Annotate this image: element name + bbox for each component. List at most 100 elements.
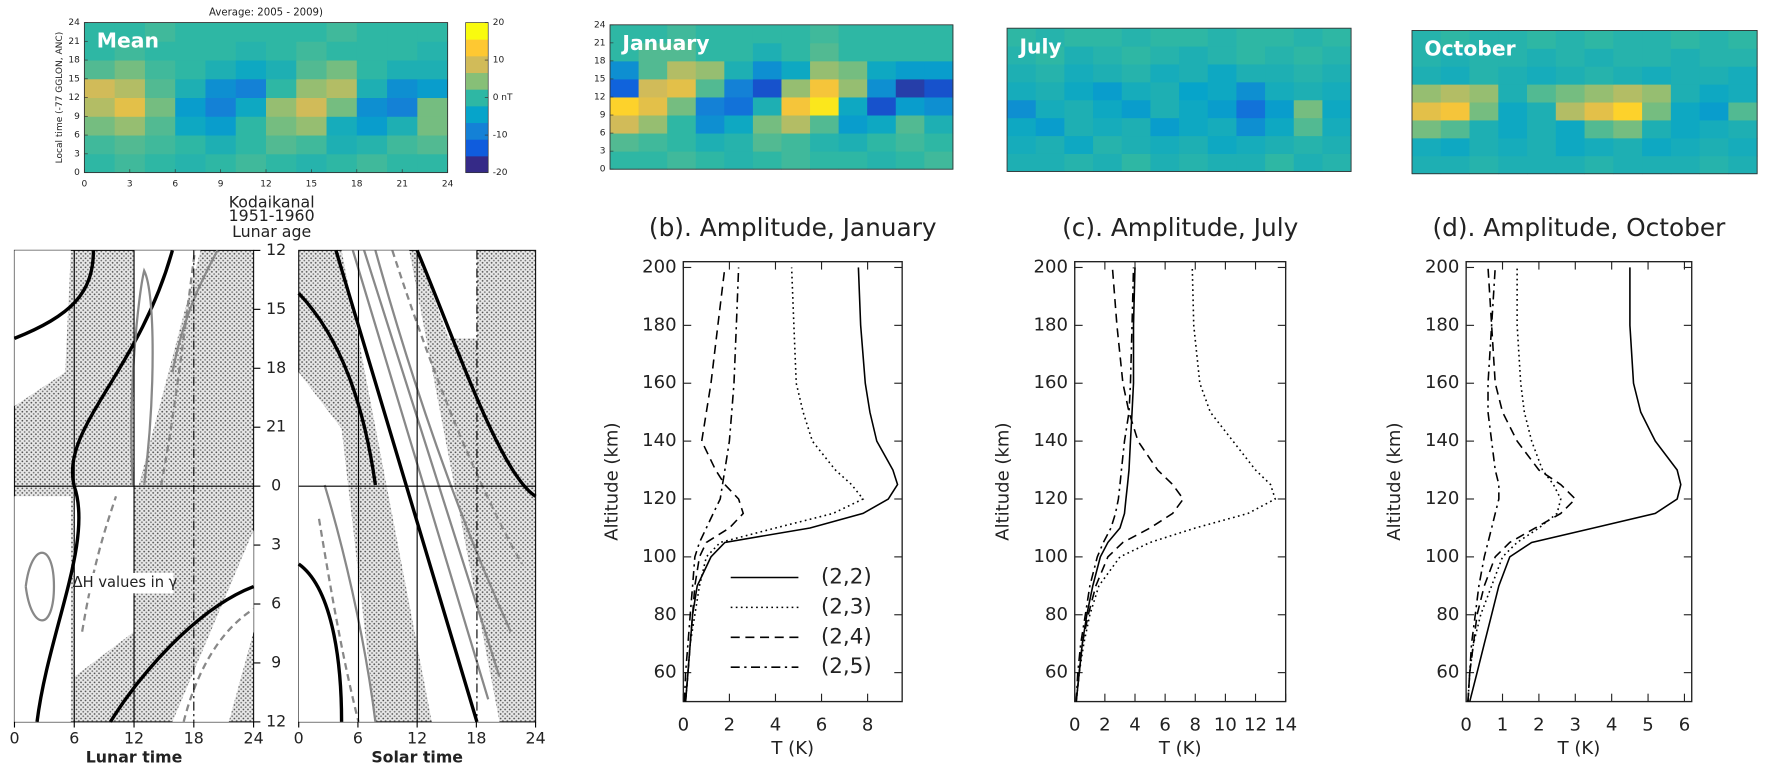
heat-cell (1699, 48, 1729, 67)
heat-cell (1613, 48, 1643, 67)
heat-cell (1527, 155, 1557, 175)
colorbar-swatch (465, 72, 489, 90)
heat-cell (417, 135, 449, 155)
y-tick-label: 180 (1425, 314, 1459, 335)
heat-cell (1293, 135, 1323, 154)
y-tick-label: 160 (1034, 372, 1068, 393)
heat-cell (114, 41, 146, 61)
contour (81, 250, 255, 723)
y-tick-label: 60 (654, 662, 677, 683)
heat-cell (1613, 155, 1643, 175)
heat-cell (84, 22, 116, 42)
y-axis-label: Altitude (km) (993, 422, 1014, 540)
heat-cell (610, 42, 640, 62)
x-tick-label: 24 (442, 179, 454, 189)
y-tick-label: 120 (1425, 488, 1459, 509)
heat-cell (356, 97, 388, 117)
y-tick-label: 100 (642, 546, 676, 567)
heat-cell (924, 60, 954, 80)
heat-cell (1555, 102, 1586, 121)
heat-cell (326, 135, 358, 155)
heat-cell (1179, 153, 1209, 172)
heat-cell (326, 153, 358, 174)
heat-cell (667, 42, 697, 62)
heat-cell (1322, 99, 1352, 119)
heat-cell (781, 42, 811, 62)
heat-cell (610, 97, 640, 116)
heat-cell (1584, 48, 1614, 67)
heat-cell (1293, 28, 1323, 47)
heat-cell (1179, 135, 1209, 154)
heat-cell (266, 97, 297, 117)
heat-cell (838, 97, 868, 116)
heat-cell (1322, 28, 1352, 47)
heat-cell (1670, 30, 1701, 49)
y-tick-label: 60 (1045, 662, 1068, 683)
colorbar-tick-label: -10 (493, 131, 508, 141)
heat-cell (1064, 28, 1094, 47)
plot-frame (1074, 261, 1287, 703)
heat-cell (1584, 119, 1614, 139)
x-tick-label: 10 (1214, 714, 1237, 735)
heat-cell (1236, 99, 1266, 119)
heat-cell (1265, 64, 1295, 83)
heat-cell (1322, 64, 1352, 83)
heat-cell (1584, 30, 1614, 49)
heat-cell (638, 78, 668, 98)
x-tick-label: 18 (184, 728, 204, 747)
heat-cell (1498, 137, 1528, 157)
heat-cell (1150, 117, 1180, 137)
y-tick-label: 12 (594, 93, 605, 103)
plot-frame (1465, 261, 1693, 703)
heat-cell (1007, 28, 1037, 47)
y-tick-label: 6 (600, 129, 606, 139)
heat-cell (1440, 137, 1470, 157)
heat-cell (1121, 135, 1151, 154)
heat-cell (1728, 102, 1758, 121)
x-tick-label: 14 (1274, 714, 1297, 735)
heat-cell (1728, 30, 1758, 49)
heat-cell (1064, 81, 1094, 101)
heat-cell (1411, 155, 1442, 175)
heat-cell (1007, 153, 1037, 172)
heat-cell (924, 115, 954, 134)
heat-cell (1236, 28, 1266, 47)
heat-cell (175, 78, 206, 99)
heat-cell (235, 135, 267, 155)
series-line (1075, 267, 1277, 702)
heat-cell (175, 116, 206, 136)
y-tick-label: 18 (68, 56, 80, 66)
annotation-bg (76, 572, 174, 594)
heat-cell (1469, 102, 1499, 121)
heat-cell (1207, 99, 1237, 119)
heat-cell (810, 115, 840, 134)
heat-cell (638, 42, 668, 62)
heat-cell (1555, 48, 1586, 67)
region (14, 250, 71, 407)
legend-label: (2,3) (821, 594, 872, 619)
y-tick-label: 12 (68, 93, 79, 103)
heat-cell (1670, 155, 1701, 175)
heat-cell (1469, 119, 1499, 139)
heat-cell (895, 42, 925, 62)
heat-cell (356, 78, 388, 99)
heat-cell (387, 60, 418, 80)
y-tick-label: 140 (642, 430, 676, 451)
heat-cell (356, 22, 388, 42)
heat-cell (610, 78, 640, 98)
heat-cell (1265, 99, 1295, 119)
heat-cell (724, 42, 754, 62)
heat-cell (838, 133, 868, 152)
heat-cell (667, 24, 697, 44)
heat-cell (84, 153, 116, 174)
chart-title: (c). Amplitude, July (1062, 213, 1298, 242)
heat-cell (810, 42, 840, 62)
y-tick-label: 60 (1436, 662, 1459, 683)
heat-cell (114, 135, 146, 155)
heat-cell (1584, 102, 1614, 121)
heat-cell (84, 60, 116, 80)
heat-cell (1411, 66, 1442, 85)
heat-cell (1207, 135, 1237, 154)
heat-cell (1555, 155, 1586, 175)
region (14, 496, 71, 722)
